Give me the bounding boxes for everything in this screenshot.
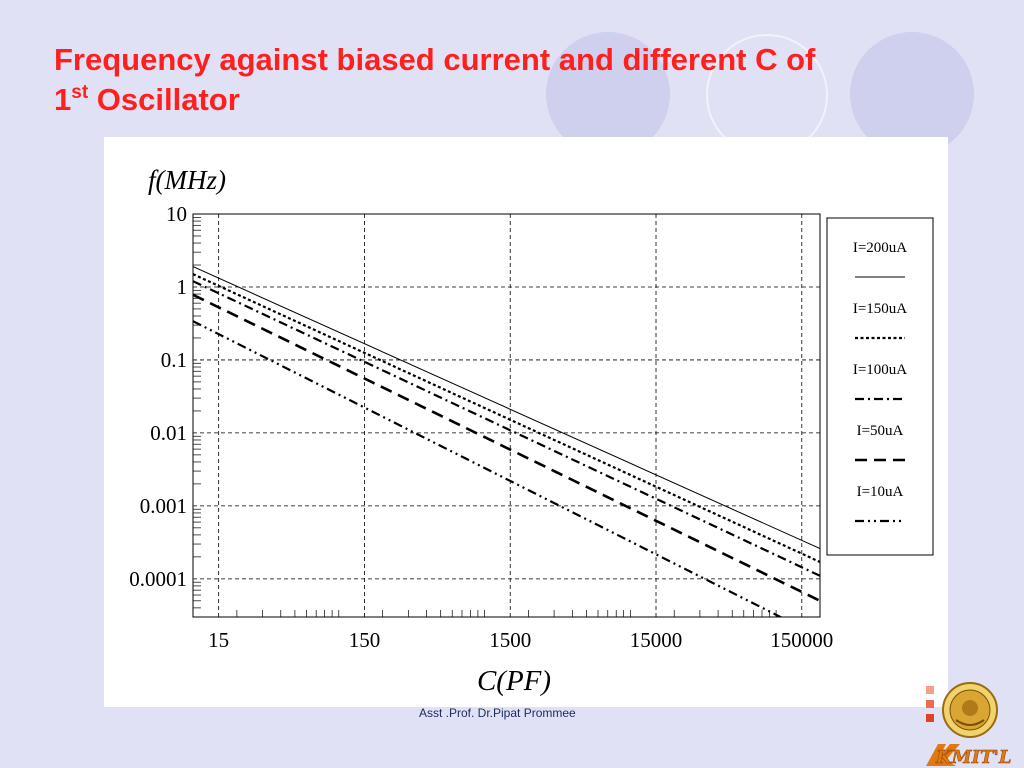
legend-label: I=10uA [857,484,904,500]
x-tick-label: 150 [349,628,381,652]
y-axis-title: f(MHz) [148,165,226,195]
y-tick-label: 1 [177,275,188,299]
frequency-chart: 10 1 0.1 0.01 0.001 0.0001 15 150 1500 15000 15000… [129,165,934,697]
x-tick-label: 150000 [770,628,833,652]
series-line-i-150ua [193,273,820,563]
decor-circle [850,32,974,156]
logo-square [926,700,934,708]
slide-title: Frequency against biased current and dif… [54,40,1004,120]
plot-frame [192,213,821,618]
title-line-1: Frequency against biased current and dif… [54,42,816,77]
title-ordinal-suffix: st [71,82,89,103]
legend-label: I=50uA [857,423,904,439]
y-tick-label: 10 [166,202,187,226]
series-line-i-10ua [193,320,783,617]
y-tick-label: 0.01 [150,421,187,445]
legend-label: I=150uA [853,301,907,317]
y-tick-label: 0.0001 [129,567,187,591]
author-footer: Asst .Prof. Dr.Pipat Prommee [419,706,576,720]
university-logo: KMIT'L [916,678,1024,768]
x-tick-label: 15 [208,628,229,652]
y-tick-label: 0.001 [140,494,187,518]
y-tick-label: 0.1 [161,348,187,372]
logo-square [926,686,934,694]
title-ordinal: 1 [54,82,72,117]
svg-text:KMIT'L: KMIT'L [935,747,1012,768]
chart-panel: 10 1 0.1 0.01 0.001 0.0001 15 150 1500 15000 15000… [104,137,948,707]
university-seal-icon: KMIT'L [926,682,1012,768]
x-tick-label: 1500 [489,628,531,652]
decor-circle [546,32,670,156]
title-rest: Oscillator [88,82,240,117]
series-line-i-200ua [193,266,820,550]
logo-square [926,714,934,722]
series-line-i-50ua [193,293,820,602]
title-line-2: 1st Oscillator [54,80,1004,120]
legend-label: I=200uA [853,240,907,256]
x-tick-label: 15000 [630,628,683,652]
series-line-i-100ua [193,280,820,577]
x-axis-title: C(PF) [477,665,551,697]
legend-box [826,217,934,556]
legend-label: I=100uA [853,362,907,378]
